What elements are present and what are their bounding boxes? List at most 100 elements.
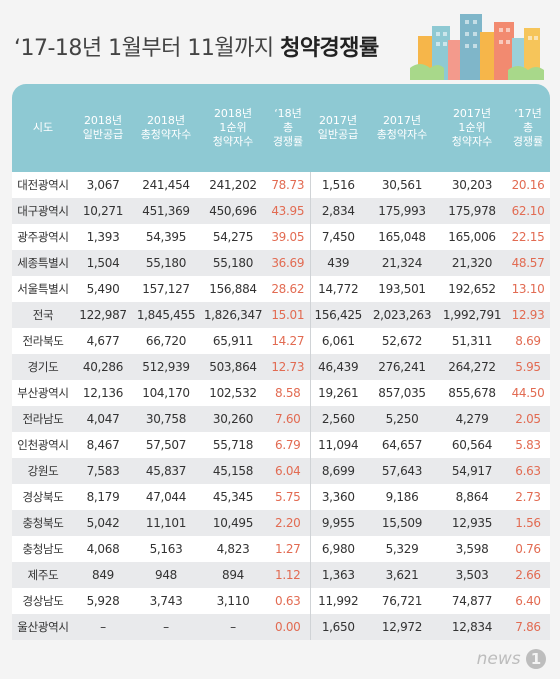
value-cell: – <box>132 614 200 640</box>
table-body: 대전광역시 3,067 241,454 241,202 78.73 1,516 30,561… <box>12 172 550 640</box>
value-cell: 849 <box>74 562 132 588</box>
value-cell: 450,696 <box>200 198 266 224</box>
region-cell: 강원도 <box>12 458 74 484</box>
value-cell: – <box>200 614 266 640</box>
value-cell: 40,286 <box>74 354 132 380</box>
value-cell: 5.95 <box>506 354 550 380</box>
value-cell: 156,425 <box>309 302 366 328</box>
value-cell: 12,935 <box>438 510 506 536</box>
value-cell: 3,743 <box>132 588 200 614</box>
value-cell: 78.73 <box>266 172 310 198</box>
value-cell: 948 <box>132 562 200 588</box>
value-cell: 451,369 <box>132 198 200 224</box>
column-header: ‘18년 총 경쟁률 <box>266 84 310 172</box>
value-cell: 8,467 <box>74 432 132 458</box>
value-cell: 122,987 <box>74 302 132 328</box>
value-cell: 66,720 <box>132 328 200 354</box>
value-cell: 7.86 <box>506 614 550 640</box>
value-cell: 22.15 <box>506 224 550 250</box>
value-cell: 8.58 <box>266 380 310 406</box>
value-cell: 9,186 <box>366 484 438 510</box>
value-cell: 12.93 <box>506 302 550 328</box>
value-cell: – <box>74 614 132 640</box>
column-header: 시도 <box>12 84 74 172</box>
value-cell: 20.16 <box>506 172 550 198</box>
region-cell: 충청남도 <box>12 536 74 562</box>
value-cell: 857,035 <box>366 380 438 406</box>
city-buildings-illustration <box>410 14 544 80</box>
value-cell: 104,170 <box>132 380 200 406</box>
value-cell: 276,241 <box>366 354 438 380</box>
value-cell: 2.05 <box>506 406 550 432</box>
value-cell: 3,067 <box>74 172 132 198</box>
page-title: ‘17-18년 1월부터 11월까지 청약경쟁률 <box>14 30 379 62</box>
value-cell: 30,758 <box>132 406 200 432</box>
value-cell: 1.27 <box>266 536 310 562</box>
value-cell: 5,042 <box>74 510 132 536</box>
value-cell: 6.63 <box>506 458 550 484</box>
value-cell: 45,837 <box>132 458 200 484</box>
value-cell: 15,509 <box>366 510 438 536</box>
value-cell: 7,450 <box>309 224 366 250</box>
value-cell: 36.69 <box>266 250 310 276</box>
column-header: 2018년 총청약자수 <box>132 84 200 172</box>
value-cell: 54,395 <box>132 224 200 250</box>
value-cell: 175,978 <box>438 198 506 224</box>
value-cell: 6,061 <box>309 328 366 354</box>
value-cell: 57,643 <box>366 458 438 484</box>
column-header: 2017년 1순위 청약자수 <box>438 84 506 172</box>
value-cell: 5.75 <box>266 484 310 510</box>
value-cell: 855,678 <box>438 380 506 406</box>
value-cell: 3,598 <box>438 536 506 562</box>
value-cell: 241,454 <box>132 172 200 198</box>
value-cell: 4,823 <box>200 536 266 562</box>
value-cell: 1,845,455 <box>132 302 200 328</box>
value-cell: 439 <box>309 250 366 276</box>
value-cell: 1,650 <box>309 614 366 640</box>
value-cell: 11,094 <box>309 432 366 458</box>
value-cell: 512,939 <box>132 354 200 380</box>
value-cell: 2,834 <box>309 198 366 224</box>
value-cell: 12,972 <box>366 614 438 640</box>
table-row: 전라남도 4,047 30,758 30,260 7.60 2,560 5,250 4,279… <box>12 406 550 432</box>
value-cell: 2.66 <box>506 562 550 588</box>
value-cell: 74,877 <box>438 588 506 614</box>
value-cell: 45,345 <box>200 484 266 510</box>
table-row: 인천광역시 8,467 57,507 55,718 6.79 11,094 64,657 60… <box>12 432 550 458</box>
region-cell: 서울특별시 <box>12 276 74 302</box>
table-row: 세종특별시 1,504 55,180 55,180 36.69 439 21,324 21,3… <box>12 250 550 276</box>
value-cell: 15.01 <box>266 302 310 328</box>
value-cell: 65,911 <box>200 328 266 354</box>
value-cell: 55,718 <box>200 432 266 458</box>
value-cell: 1,504 <box>74 250 132 276</box>
news1-logo: news 1 <box>477 649 546 669</box>
table-row: 부산광역시 12,136 104,170 102,532 8.58 19,261 857,0… <box>12 380 550 406</box>
value-cell: 7,583 <box>74 458 132 484</box>
value-cell: 48.57 <box>506 250 550 276</box>
value-cell: 5,250 <box>366 406 438 432</box>
value-cell: 30,561 <box>366 172 438 198</box>
table-row: 서울특별시 5,490 157,127 156,884 28.62 14,772 193,5… <box>12 276 550 302</box>
value-cell: 165,006 <box>438 224 506 250</box>
title-highlight: 청약경쟁률 <box>280 36 379 61</box>
value-cell: 11,101 <box>132 510 200 536</box>
region-cell: 전국 <box>12 302 74 328</box>
value-cell: 62.10 <box>506 198 550 224</box>
logo-badge: 1 <box>526 649 546 669</box>
value-cell: 11,992 <box>309 588 366 614</box>
table-row: 대구광역시 10,271 451,369 450,696 43.95 2,834 175,9… <box>12 198 550 224</box>
region-cell: 전라북도 <box>12 328 74 354</box>
value-cell: 54,917 <box>438 458 506 484</box>
table-row: 제주도 849 948 894 1.12 1,363 3,621 3,503 2.66 <box>12 562 550 588</box>
value-cell: 1,363 <box>309 562 366 588</box>
table-row: 울산광역시 – – –0.00 1,650 12,972 12,834 7.86 <box>12 614 550 640</box>
value-cell: 45,158 <box>200 458 266 484</box>
value-cell: 6.79 <box>266 432 310 458</box>
column-header: 2017년 총청약자수 <box>366 84 438 172</box>
value-cell: 3,621 <box>366 562 438 588</box>
column-header: 2018년 1순위 청약자수 <box>200 84 266 172</box>
value-cell: 2,023,263 <box>366 302 438 328</box>
value-cell: 264,272 <box>438 354 506 380</box>
value-cell: 21,324 <box>366 250 438 276</box>
region-cell: 경기도 <box>12 354 74 380</box>
